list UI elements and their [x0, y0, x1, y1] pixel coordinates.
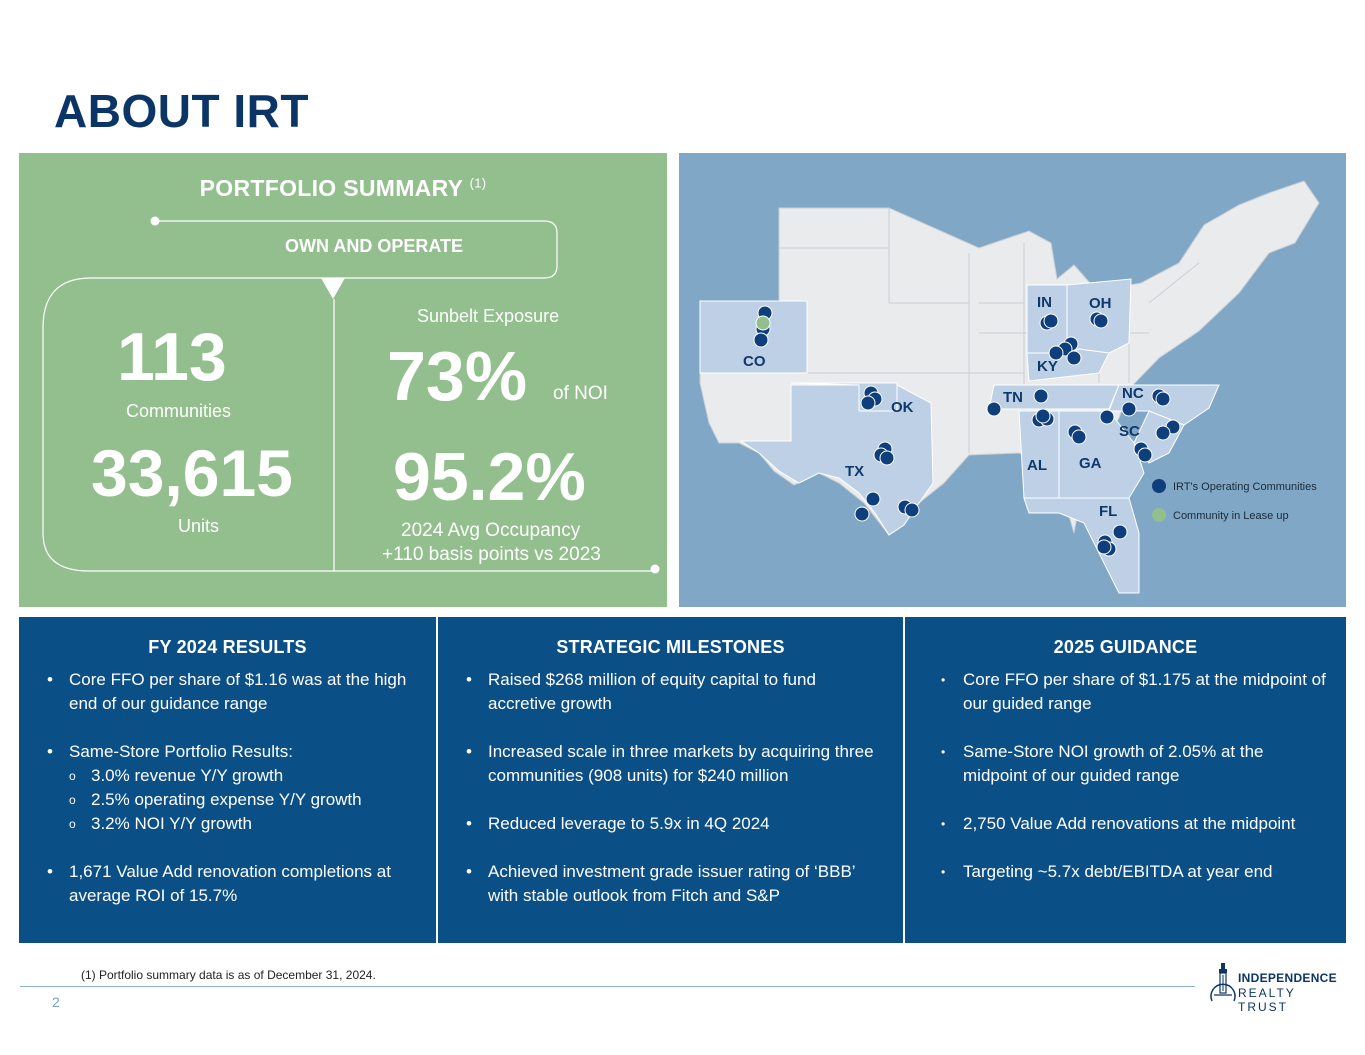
guidance-2025-heading: 2025 GUIDANCE [1053, 637, 1198, 657]
state-label-ky: KY [1037, 358, 1058, 375]
legend-lease-up-text: Community in Lease up [1173, 510, 1289, 522]
list-item: 2,750 Value Add renovations at the midpo… [905, 812, 1346, 836]
strategic-milestones-panel: STRATEGIC MILESTONES Raised $268 million… [438, 617, 903, 943]
units-value: 33,615 [91, 436, 293, 510]
sunbelt-exposure-label: Sunbelt Exposure [417, 306, 560, 326]
guidance-2025-panel: 2025 GUIDANCE Core FFO per share of $1.1… [905, 617, 1346, 943]
legend-operating-dot [1152, 479, 1166, 493]
portfolio-map: IN OH KY CO OK TN NC SC TX AL GA FL IRT'… [679, 153, 1346, 607]
company-logo: INDEPENDENCE REALTY TRUST [1208, 955, 1338, 1014]
list-item: Core FFO per share of $1.16 was at the h… [19, 668, 436, 716]
state-label-al: AL [1027, 457, 1047, 474]
logo-emblem-icon [1210, 963, 1236, 1002]
list-item: Raised $268 million of equity capital to… [438, 668, 903, 716]
page-number: 2 [52, 994, 60, 1010]
state-label-ok: OK [891, 399, 914, 416]
list-item: Same-Store Portfolio Results: 3.0% reven… [19, 740, 436, 836]
sub-list-item: 3.0% revenue Y/Y growth [69, 764, 420, 788]
list-item: Targeting ~5.7x debt/EBITDA at year end [905, 860, 1346, 884]
occupancy-change: +110 basis points vs 2023 [382, 544, 601, 565]
occupancy-value: 95.2% [393, 439, 586, 515]
state-co [699, 300, 808, 374]
sub-list-item: 2.5% operating expense Y/Y growth [69, 788, 420, 812]
state-label-sc: SC [1119, 423, 1140, 440]
portfolio-connector-lines [42, 216, 660, 574]
list-item: Achieved investment grade issuer rating … [438, 860, 903, 908]
state-tx [739, 384, 934, 536]
portfolio-summary-heading: PORTFOLIO SUMMARY (1) [199, 175, 487, 201]
logo-line-2: REALTY TRUST [1238, 986, 1296, 1014]
own-and-operate-label: OWN AND OPERATE [285, 236, 463, 256]
fy2024-results-panel: FY 2024 RESULTS Core FFO per share of $1… [19, 617, 436, 943]
state-tn [988, 384, 1120, 410]
state-label-in: IN [1037, 294, 1052, 311]
summary-outline [42, 277, 655, 572]
state-label-tn: TN [1003, 389, 1023, 406]
page-title: ABOUT IRT [54, 85, 309, 137]
strategic-milestones-heading: STRATEGIC MILESTONES [556, 637, 785, 657]
state-label-tx: TX [845, 463, 864, 480]
pointer-triangle [321, 278, 345, 299]
footnote: (1) Portfolio summary data is as of Dece… [81, 968, 376, 982]
connector-end-dot [650, 564, 660, 574]
list-item: Core FFO per share of $1.175 at the midp… [905, 668, 1346, 716]
us-map: IN OH KY CO OK TN NC SC TX AL GA FL IRT'… [699, 180, 1320, 594]
operating-community-dots [753, 305, 1181, 557]
communities-label: Communities [126, 401, 232, 421]
sunbelt-suffix: of NOI [553, 383, 608, 404]
list-item: Reduced leverage to 5.9x in 4Q 2024 [438, 812, 903, 836]
occupancy-label: 2024 Avg Occupancy [401, 520, 581, 541]
state-label-fl: FL [1099, 503, 1117, 520]
list-item: 1,671 Value Add renovation completions a… [19, 860, 436, 908]
lease-up-community-dot [755, 315, 771, 331]
state-label-co: CO [743, 353, 766, 370]
footer-divider [20, 986, 1195, 987]
sunbelt-exposure-value: 73% [387, 337, 528, 415]
state-label-nc: NC [1122, 385, 1144, 402]
units-label: Units [178, 516, 220, 536]
list-item: Same-Store NOI growth of 2.05% at the mi… [905, 740, 1346, 788]
logo-line-1: INDEPENDENCE [1238, 971, 1337, 985]
communities-value: 113 [117, 319, 227, 395]
state-label-oh: OH [1089, 295, 1112, 312]
legend-lease-up-dot [1152, 508, 1166, 522]
fy2024-results-heading: FY 2024 RESULTS [148, 637, 307, 657]
state-fl [1023, 497, 1140, 594]
portfolio-summary-panel: PORTFOLIO SUMMARY (1) OWN AND OPERATE 11… [19, 153, 667, 607]
legend-operating-text: IRT's Operating Communities [1173, 481, 1317, 493]
sub-list-item: 3.2% NOI Y/Y growth [69, 812, 420, 836]
state-label-ga: GA [1079, 455, 1102, 472]
list-item: Increased scale in three markets by acqu… [438, 740, 903, 788]
own-operate-outline [155, 220, 558, 279]
